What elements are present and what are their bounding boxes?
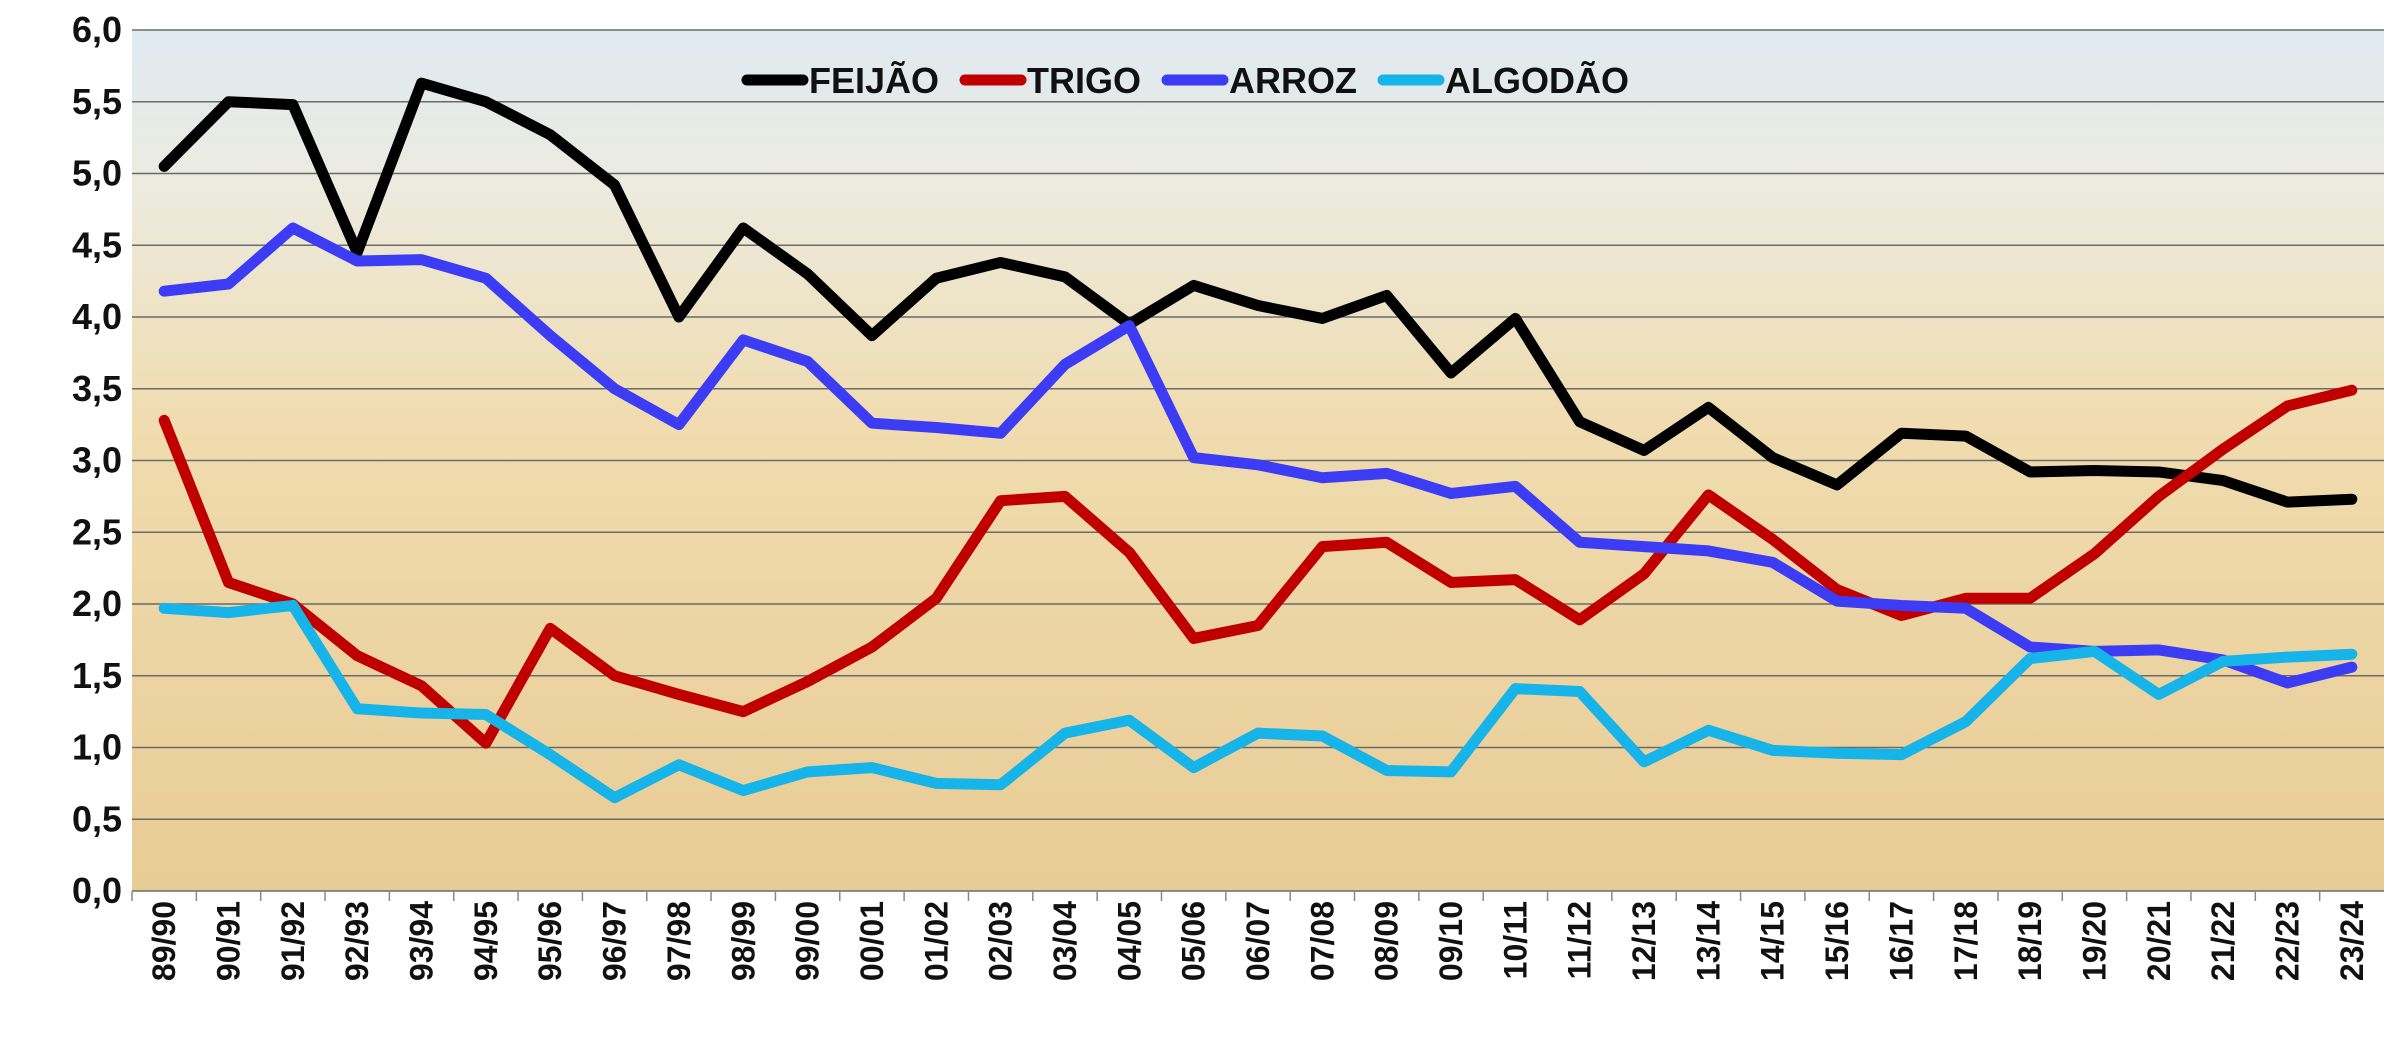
x-tick-label: 91/92 bbox=[275, 901, 311, 981]
y-tick-label: 4,0 bbox=[72, 296, 122, 337]
y-tick-label: 2,5 bbox=[72, 511, 122, 552]
x-tick-label: 03/04 bbox=[1047, 901, 1083, 981]
legend-label: FEIJÃO bbox=[809, 59, 939, 101]
x-tick-label: 04/05 bbox=[1111, 901, 1147, 981]
x-tick-label: 22/23 bbox=[2269, 901, 2305, 981]
x-tick-label: 92/93 bbox=[339, 901, 375, 981]
legend-label: ALGODÃO bbox=[1445, 59, 1629, 101]
y-tick-label: 1,5 bbox=[72, 655, 122, 696]
series-line bbox=[158, 222, 2358, 689]
y-tick-label: 1,0 bbox=[72, 727, 122, 768]
x-tick-label: 15/16 bbox=[1819, 901, 1855, 981]
x-tick-label: 89/90 bbox=[146, 901, 182, 981]
legend-label: TRIGO bbox=[1027, 60, 1141, 101]
x-tick-label: 07/08 bbox=[1304, 901, 1340, 981]
y-tick-label: 2,0 bbox=[72, 583, 122, 624]
x-tick-label: 21/22 bbox=[2205, 901, 2241, 981]
y-tick-label: 6,0 bbox=[72, 9, 122, 50]
x-tick-label: 18/19 bbox=[2012, 901, 2048, 981]
x-tick-label: 00/01 bbox=[854, 901, 890, 981]
x-tick-label: 05/06 bbox=[1176, 901, 1212, 981]
x-tick-label: 17/18 bbox=[1948, 901, 1984, 981]
x-tick-label: 23/24 bbox=[2334, 901, 2370, 981]
x-tick-label: 12/13 bbox=[1626, 901, 1662, 981]
x-tick-label: 08/09 bbox=[1369, 901, 1405, 981]
x-tick-label: 95/96 bbox=[532, 901, 568, 981]
x-tick-label: 02/03 bbox=[983, 901, 1019, 981]
x-tick-label: 06/07 bbox=[1240, 901, 1276, 981]
legend-label: ARROZ bbox=[1229, 60, 1357, 101]
y-tick-label: 3,0 bbox=[72, 440, 122, 481]
x-tick-label: 19/20 bbox=[2076, 901, 2112, 981]
x-tick-label: 98/99 bbox=[725, 901, 761, 981]
x-tick-label: 93/94 bbox=[404, 901, 440, 981]
y-tick-label: 4,5 bbox=[72, 224, 122, 265]
x-tick-label: 09/10 bbox=[1433, 901, 1469, 981]
x-tick-label: 01/02 bbox=[918, 901, 954, 981]
y-tick-label: 5,5 bbox=[72, 81, 122, 122]
x-tick-label: 13/14 bbox=[1690, 901, 1726, 981]
series-line bbox=[158, 384, 2358, 749]
x-tick-label: 11/12 bbox=[1562, 901, 1598, 979]
x-tick-label: 20/21 bbox=[2141, 901, 2177, 981]
x-tick-label: 99/00 bbox=[790, 901, 826, 981]
series-line bbox=[158, 599, 2358, 804]
y-tick-label: 5,0 bbox=[72, 153, 122, 194]
y-tick-label: 0,5 bbox=[72, 798, 122, 839]
x-tick-label: 16/17 bbox=[1883, 901, 1919, 981]
y-tick-label: 3,5 bbox=[72, 368, 122, 409]
x-tick-label: 10/11 bbox=[1497, 901, 1533, 979]
y-tick-label: 0,0 bbox=[72, 870, 122, 911]
x-tick-label: 90/91 bbox=[211, 901, 247, 981]
x-tick-label: 14/15 bbox=[1755, 901, 1791, 981]
x-tick-label: 97/98 bbox=[661, 901, 697, 981]
x-tick-label: 96/97 bbox=[597, 901, 633, 981]
x-tick-label: 94/95 bbox=[468, 901, 504, 981]
series-line bbox=[158, 77, 2358, 508]
